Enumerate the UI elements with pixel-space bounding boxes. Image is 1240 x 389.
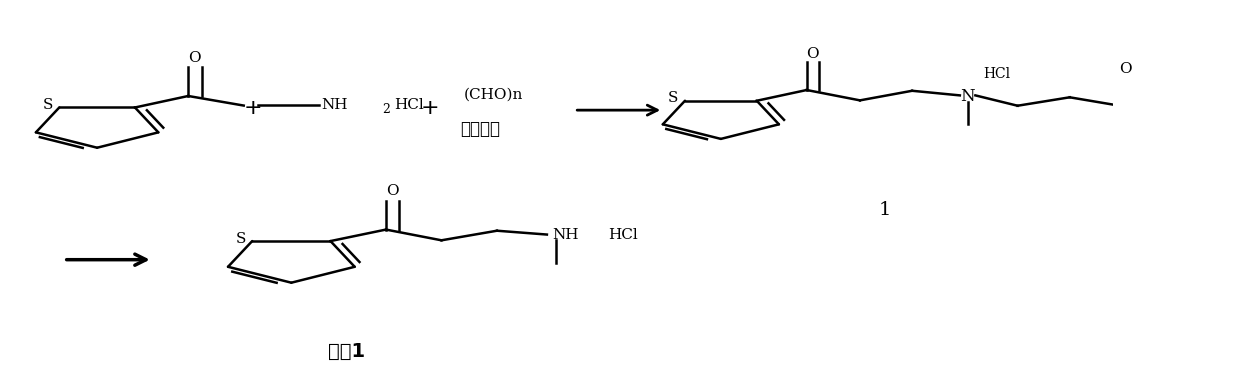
- Text: O: O: [188, 51, 201, 65]
- Text: (CHO)n: (CHO)n: [464, 88, 523, 102]
- Text: S: S: [668, 91, 678, 105]
- Text: NH: NH: [321, 98, 347, 112]
- Text: NH: NH: [553, 228, 579, 242]
- Text: 2: 2: [382, 103, 391, 116]
- Text: +: +: [243, 98, 262, 118]
- Text: O: O: [1118, 62, 1132, 76]
- Text: +: +: [420, 98, 439, 118]
- Text: O: O: [806, 47, 818, 61]
- Text: S: S: [236, 231, 246, 245]
- Text: 路线1: 路线1: [329, 342, 366, 361]
- Text: S: S: [42, 98, 53, 112]
- Text: 1: 1: [879, 201, 892, 219]
- Text: HCl: HCl: [394, 98, 424, 112]
- Text: N: N: [960, 88, 975, 105]
- Text: 多聚甲醒: 多聚甲醒: [460, 120, 500, 138]
- Text: HCl: HCl: [608, 228, 637, 242]
- Text: O: O: [387, 184, 399, 198]
- Text: HCl: HCl: [983, 67, 1011, 81]
